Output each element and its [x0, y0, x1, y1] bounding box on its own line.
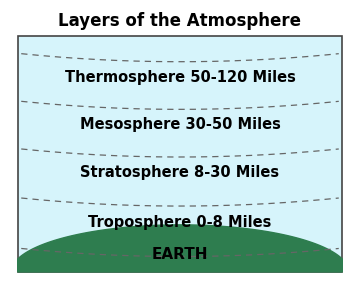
Text: Troposphere 0-8 Miles: Troposphere 0-8 Miles — [88, 215, 272, 231]
Text: Mesosphere 30-50 Miles: Mesosphere 30-50 Miles — [80, 117, 280, 132]
Text: Layers of the Atmosphere: Layers of the Atmosphere — [58, 12, 302, 30]
Text: EARTH: EARTH — [152, 247, 208, 261]
Bar — [18, 37, 342, 272]
Text: Thermosphere 50-120 Miles: Thermosphere 50-120 Miles — [64, 69, 296, 85]
Text: Stratosphere 8-30 Miles: Stratosphere 8-30 Miles — [80, 165, 280, 180]
Polygon shape — [18, 225, 342, 272]
